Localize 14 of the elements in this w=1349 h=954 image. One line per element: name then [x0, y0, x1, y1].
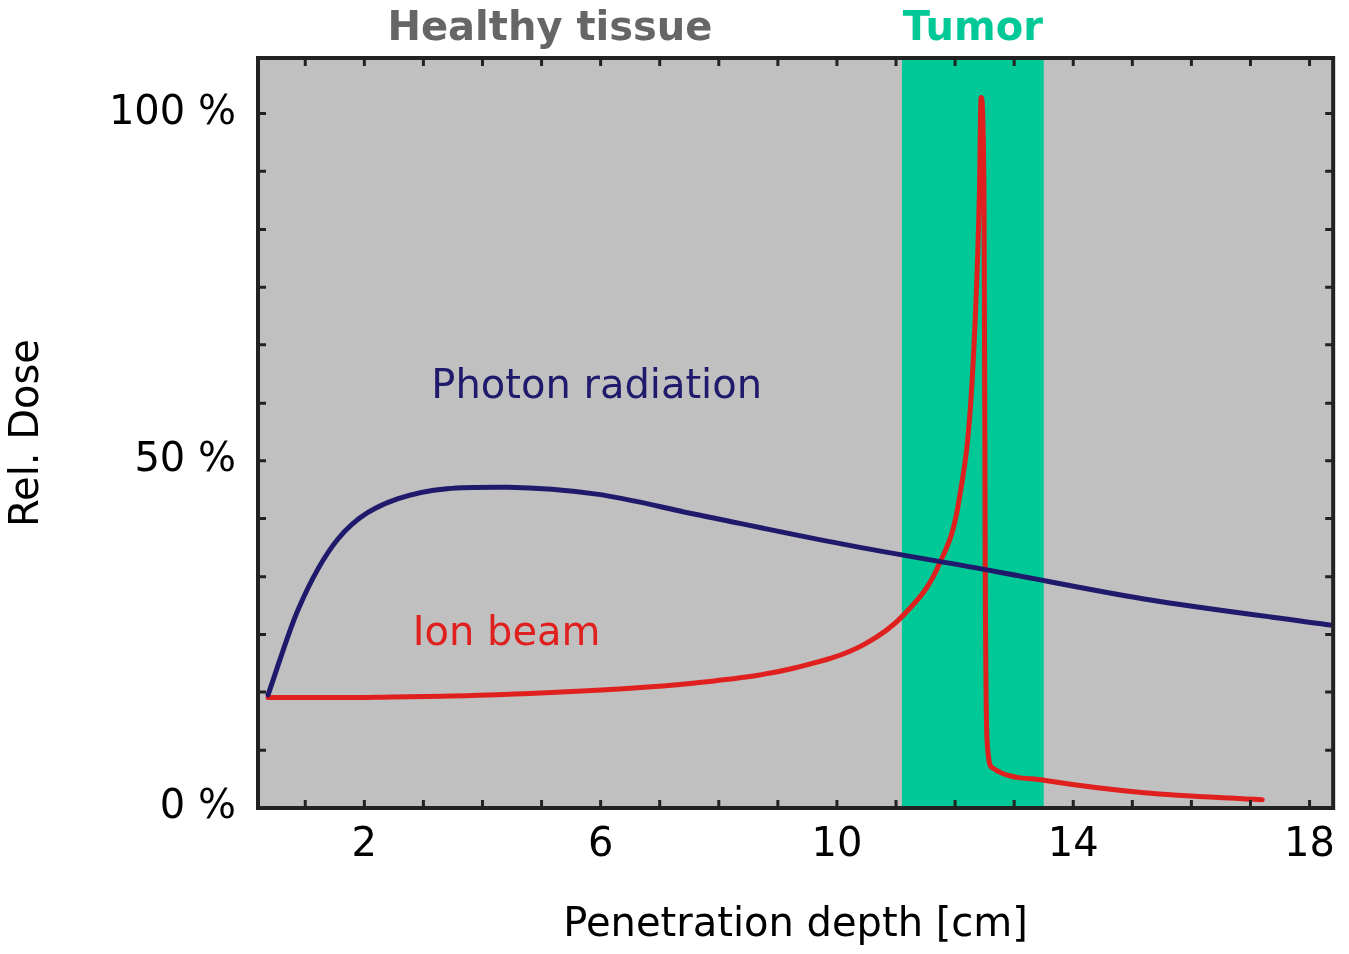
x-axis-title: Penetration depth [cm] — [563, 899, 1028, 946]
x-tick-label: 10 — [811, 819, 863, 866]
y-tick-label: 100 % — [108, 86, 236, 133]
y-tick-label: 50 % — [134, 434, 236, 481]
band-label: Tumor — [902, 3, 1044, 50]
x-tick-label: 18 — [1284, 819, 1335, 866]
x-tick-label: 6 — [587, 819, 614, 866]
text: Photon radiation — [431, 360, 763, 407]
y-tick-label: 0 % — [159, 781, 236, 828]
text: Healthy tissue — [387, 3, 713, 50]
x-tick-label: 14 — [1047, 819, 1099, 866]
x-tick-label: 2 — [351, 819, 378, 866]
y-axis-title: Rel. Dose — [1, 339, 48, 527]
series-label: Ion beam — [412, 608, 601, 655]
